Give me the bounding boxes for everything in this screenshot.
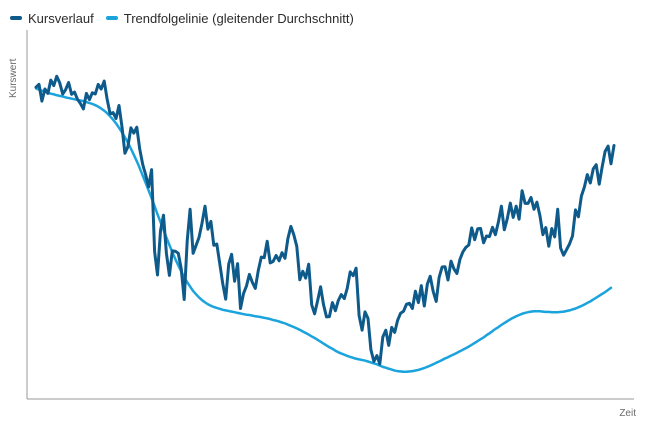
series-line-trendfolgelinie <box>34 87 613 374</box>
x-axis-label: Zeit <box>619 408 636 419</box>
legend-swatch-trendfolgelinie <box>105 16 118 20</box>
series-line-kursverlauf <box>34 74 616 366</box>
legend-swatch-kursverlauf <box>10 16 22 20</box>
legend-item-trendfolgelinie: Trendfolgelinie (gleitender Durchschnitt… <box>105 10 354 26</box>
legend-item-kursverlauf: Kursverlauf <box>10 11 94 26</box>
legend-label-kursverlauf: Kursverlauf <box>28 10 94 26</box>
legend-label-trendfolgelinie: Trendfolgelinie (gleitender Durchschnitt… <box>123 10 354 26</box>
legend: Kursverlauf Trendfolgelinie (gleitender … <box>10 9 366 27</box>
y-axis-label: Kurswert <box>8 58 19 98</box>
